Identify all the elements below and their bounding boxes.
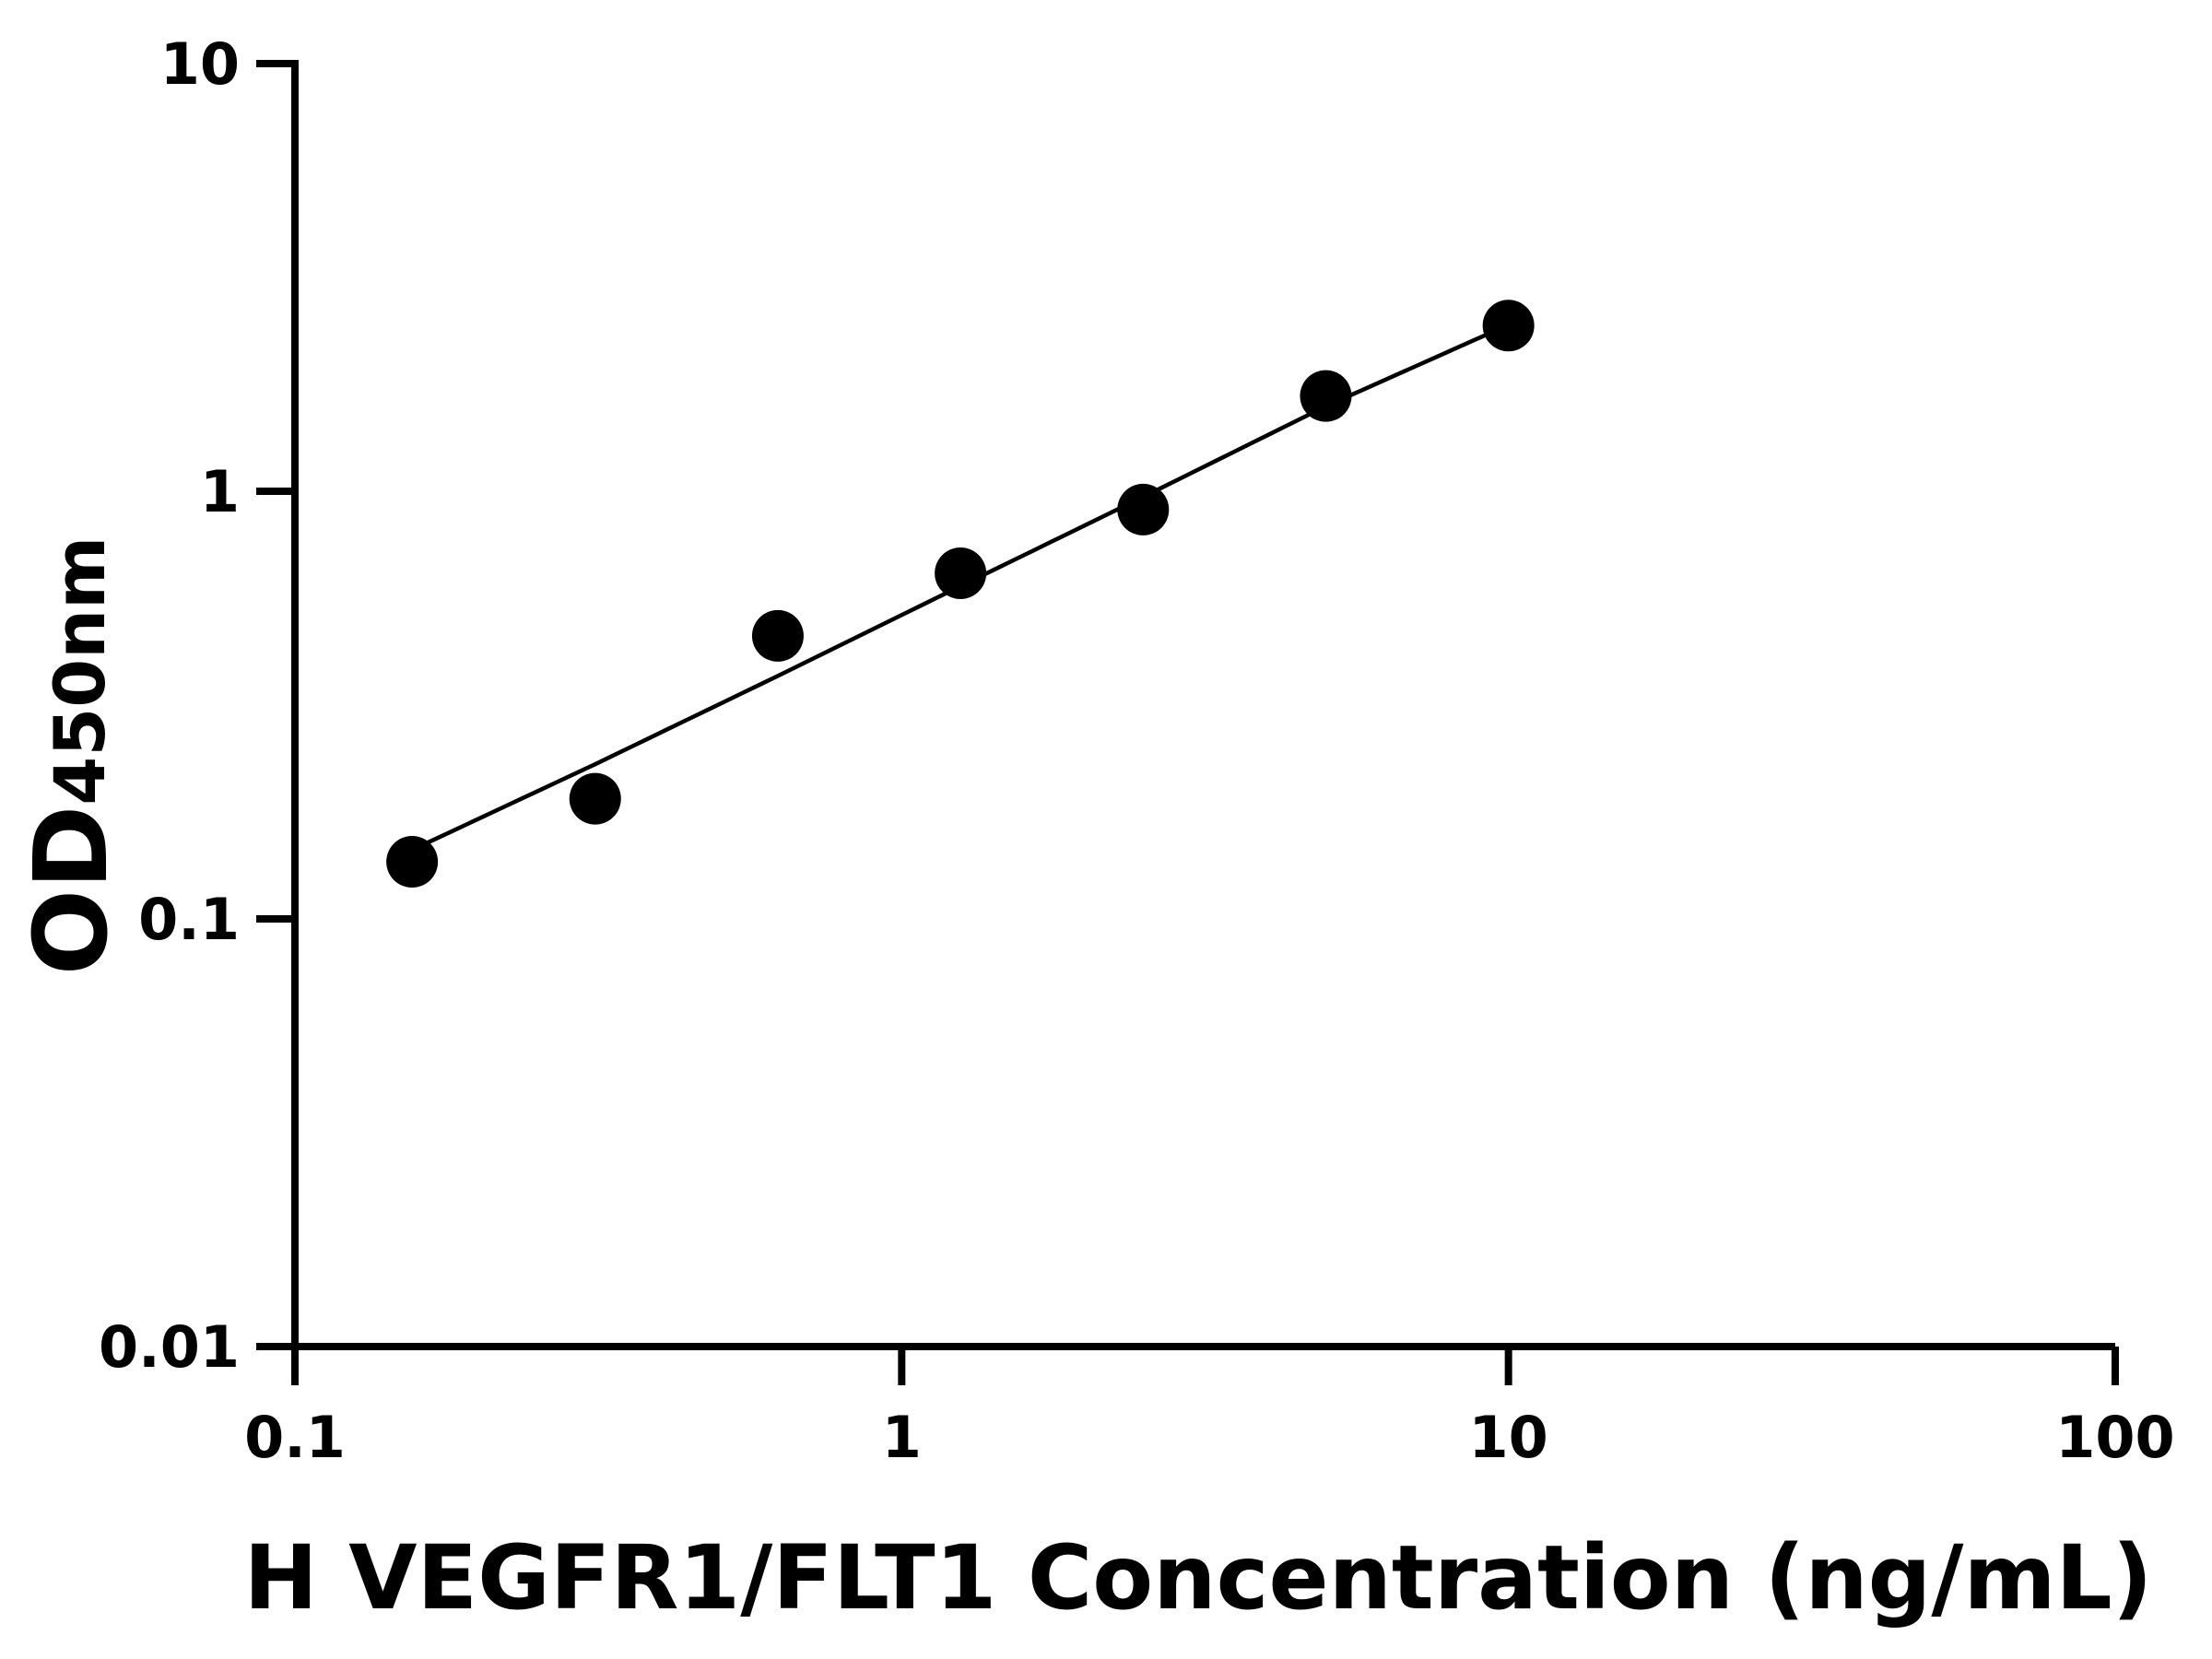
y-axis-label: OD450nm — [12, 536, 130, 976]
data-point — [935, 547, 987, 599]
data-point — [751, 609, 804, 662]
y-tick-label: 10 — [160, 30, 240, 98]
data-point — [1482, 300, 1535, 352]
axes — [256, 60, 2119, 1385]
x-axis-label: H VEGFR1/FLT1 Concentration (ng/mL) — [243, 1526, 2152, 1630]
y-tick-label: 0.1 — [138, 886, 240, 953]
x-tick-label: 100 — [2055, 1404, 2174, 1471]
y-axis-label-main: OD — [12, 806, 130, 976]
y-axis-label-sub: 450nm — [39, 536, 121, 806]
data-point — [1300, 370, 1352, 422]
x-tick-label: 1 — [882, 1404, 922, 1471]
y-tick-label: 0.01 — [99, 1313, 240, 1381]
x-tick-label: 0.1 — [244, 1404, 346, 1471]
y-tick-label: 1 — [200, 458, 240, 525]
points-layer — [386, 300, 1535, 888]
x-tick-label: 10 — [1469, 1404, 1548, 1471]
data-point — [569, 772, 621, 825]
data-point — [386, 836, 439, 888]
data-point — [1117, 483, 1170, 535]
